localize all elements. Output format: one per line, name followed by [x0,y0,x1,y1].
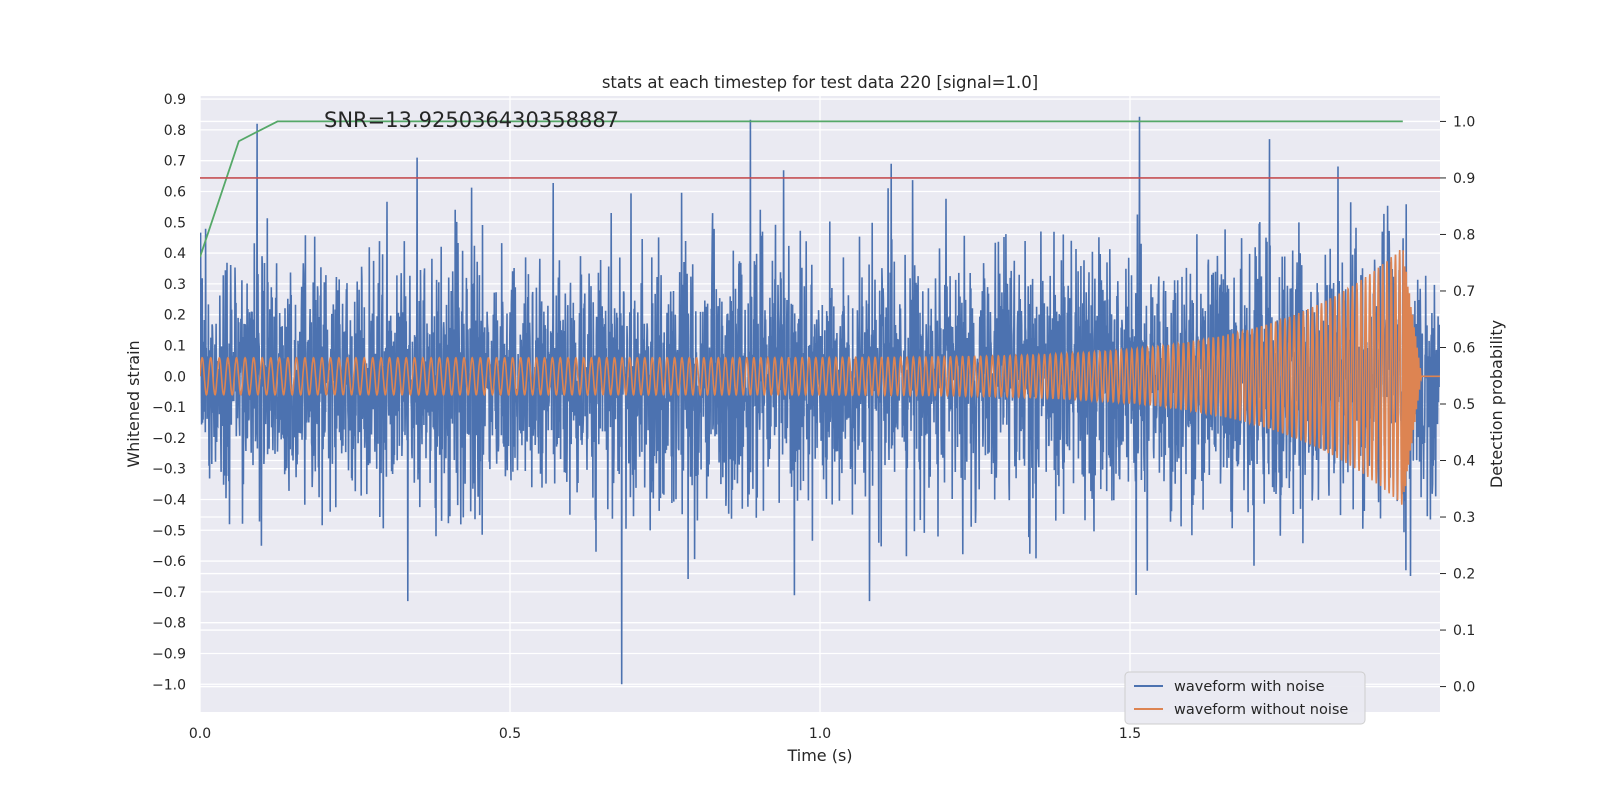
y-tick-label: 0.2 [164,308,186,324]
legend-label-clean: waveform without noise [1174,702,1348,718]
x-tick-label: 1.5 [1119,726,1141,742]
tick-labels: 0.0 0.5 1.0 1.5 0.9 0.8 0.7 0.6 0.5 0.4 0.3 0.2 0.1 0… [152,92,1475,742]
x-tick-label: 0.5 [499,726,521,742]
legend: waveform with noise waveform without noi… [1124,671,1366,725]
series-noisy-waveform [200,116,1440,685]
y2-tick-label: 0.9 [1453,171,1475,187]
snr-annotation: SNR=13.925036430358887 [324,108,619,132]
series-clean-waveform [200,249,1440,505]
y2-tick-label: 0.6 [1453,340,1475,356]
y-tick-label: 0.7 [164,154,186,170]
y-tick-label: −0.4 [152,492,186,508]
y2-tick-label: 1.0 [1453,114,1475,130]
chart-title: stats at each timestep for test data 220… [602,73,1038,92]
y-tick-label: 0.6 [164,184,186,200]
y-tick-label: −0.6 [152,554,186,570]
y-tick-label: 0.5 [164,215,186,231]
y-tick-label: 0.4 [164,246,186,262]
y2-tick-label: 0.8 [1453,227,1475,243]
y2-tick-label: 0.0 [1453,680,1475,696]
y2-tick-label: 0.7 [1453,284,1475,300]
legend-box [1124,671,1366,725]
x-tick-label: 0.0 [189,726,211,742]
legend-label-noise: waveform with noise [1174,679,1325,695]
y-tick-label: −0.3 [152,462,186,478]
y2-axis-label: Detection probability [1487,320,1506,488]
y2-tick-label: 0.3 [1453,510,1475,526]
y-tick-label: −1.0 [152,677,186,693]
y-tick-label: −0.1 [152,400,186,416]
y-tick-label: 0.9 [164,92,186,108]
x-axis-label: Time (s) [786,746,852,765]
y-tick-label: 0.3 [164,277,186,293]
y2-tick-label: 0.4 [1453,454,1475,470]
y-tick-label: 0.8 [164,123,186,139]
y2-tick-label: 0.5 [1453,397,1475,413]
y-tick-label: 0.1 [164,338,186,354]
series-group [200,116,1440,685]
y-axis-label: Whitened strain [124,340,143,467]
y-tick-label: −0.7 [152,585,186,601]
y-tick-label: −0.8 [152,616,186,632]
y-tick-label: −0.5 [152,523,186,539]
y-tick-label: −0.2 [152,431,186,447]
x-tick-label: 1.0 [809,726,831,742]
series-detection-probability [200,120,1403,258]
y-tick-label: −0.9 [152,646,186,662]
y2-tick-label: 0.2 [1453,567,1475,583]
y-tick-label: 0.0 [164,369,186,385]
y2-tick-label: 0.1 [1453,623,1475,639]
